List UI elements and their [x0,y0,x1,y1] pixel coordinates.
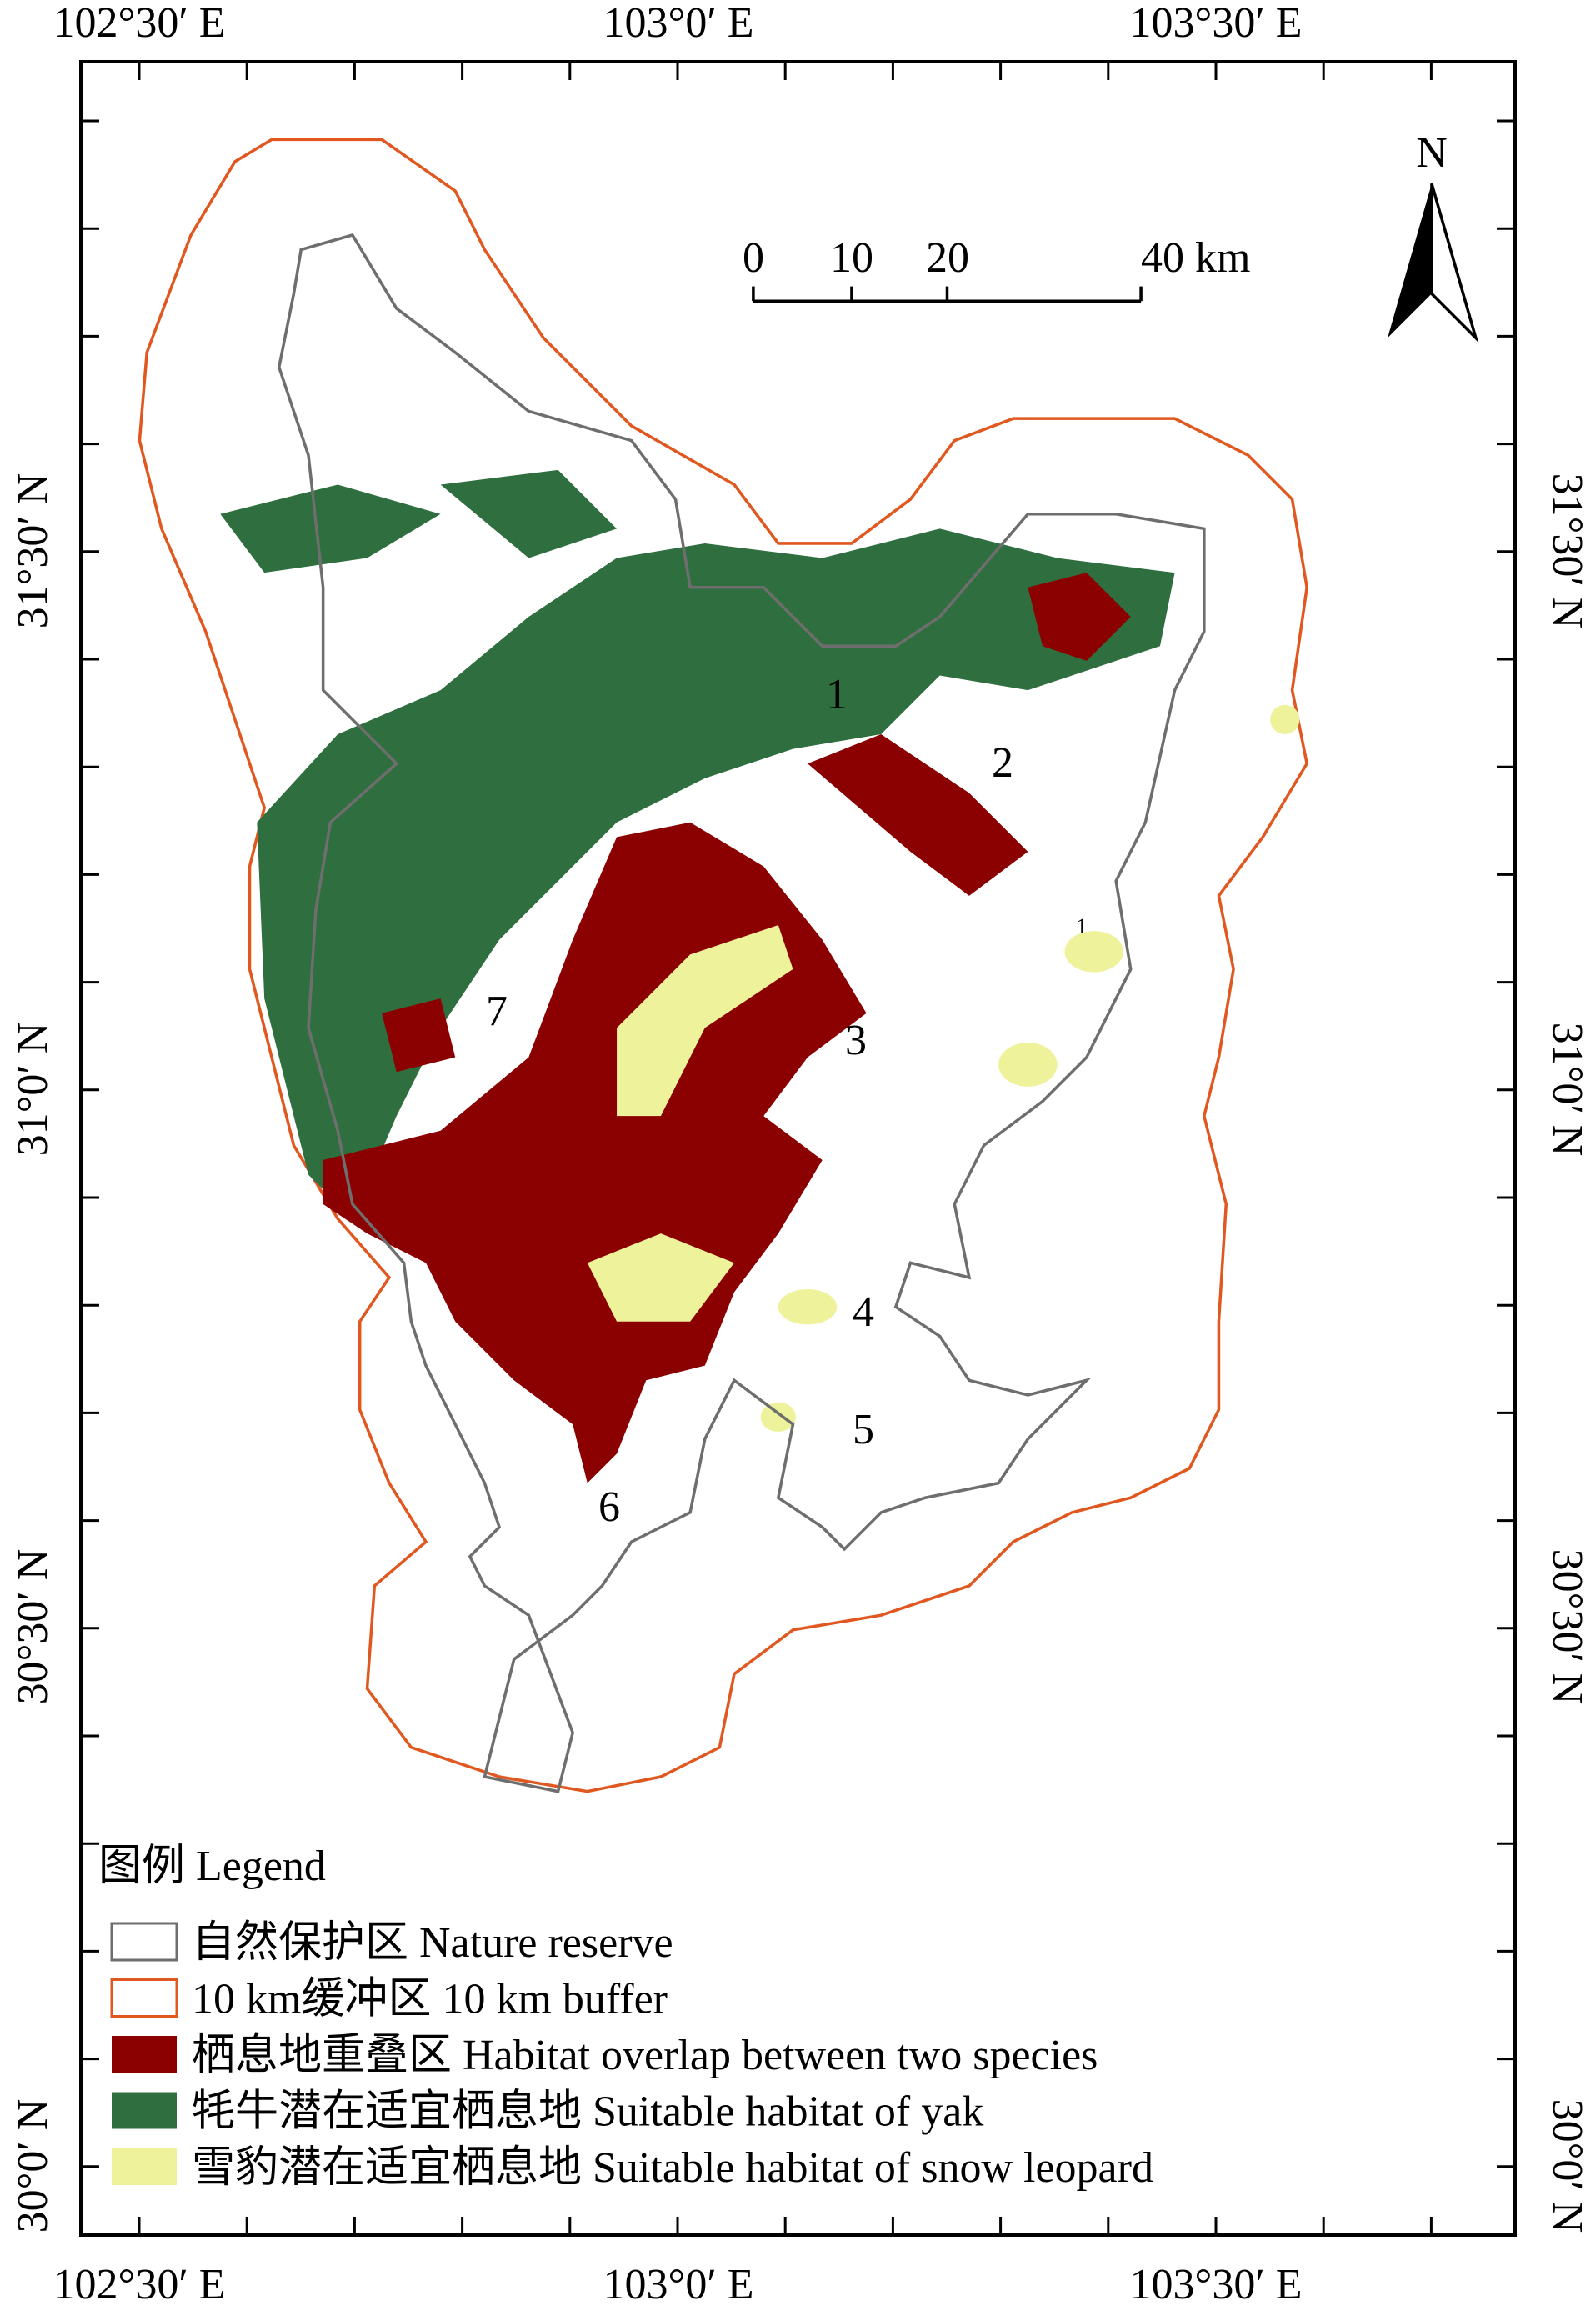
lat-label: 30°0′ N [9,2099,57,2233]
legend-label: 10 km缓冲区 10 km buffer [192,1976,668,2023]
lon-label: 103°30′ E [1130,2261,1303,2307]
lat-label: 31°0′ N [1543,1023,1591,1157]
region-number: 5 [853,1406,874,1453]
region-number: 6 [598,1483,620,1531]
scale-label: 0 [743,234,764,282]
region-number: 1 [826,671,848,718]
lon-label: 102°30′ E [53,0,226,47]
yak-habitat [220,469,1175,1219]
lat-label: 31°30′ N [9,473,57,629]
region-number: 3 [845,1017,867,1064]
map-body [138,138,1479,1793]
lat-label: 31°30′ N [1543,473,1591,629]
lon-label: 102°30′ E [53,2261,226,2307]
legend-label: 栖息地重叠区 Habitat overlap between two speci… [192,2032,1098,2079]
legend-swatch [112,2148,177,2185]
reserve-outline [277,233,1206,1793]
north-arrow [1430,183,1479,343]
legend-swatch [112,2092,177,2129]
lat-label: 31°0′ N [9,1023,57,1157]
legend-swatch [110,1922,178,1962]
buffer-outline [138,138,1309,1793]
lon-label: 103°0′ E [603,0,754,47]
region-number: 2 [992,739,1013,787]
lat-label: 30°0′ N [1543,2099,1591,2233]
legend-label: 自然保护区 Nature reserve [192,1919,673,1967]
lon-label: 103°30′ E [1130,0,1303,47]
legend-title: 图例 Legend [98,1843,326,1890]
region-number: 7 [486,988,508,1035]
legend-label: 雪豹潜在适宜栖息地 Suitable habitat of snow leopa… [192,2144,1153,2192]
north-label: N [1416,129,1448,177]
snow-leopard-habitat [587,704,1300,1432]
lat-label: 30°30′ N [1543,1549,1591,1705]
legend-label: 牦牛潜在适宜栖息地 Suitable habitat of yak [192,2088,983,2136]
lon-label: 103°0′ E [603,2261,754,2307]
lat-label: 30°30′ N [9,1549,57,1705]
region-number: 4 [853,1288,874,1336]
scale-label: 10 [830,234,873,282]
legend-swatch [110,1978,178,2018]
legend-swatch [112,2036,177,2073]
scale-label: 40 km [1141,234,1250,282]
region-number: 1 [1077,914,1088,938]
scale-label: 20 [926,234,969,282]
